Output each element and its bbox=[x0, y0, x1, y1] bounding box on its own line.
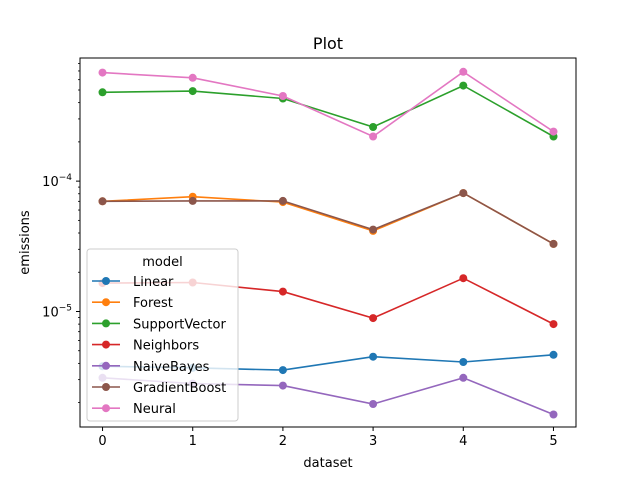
legend-label-neighbors: Neighbors bbox=[133, 339, 199, 354]
data-point-neural-4 bbox=[459, 67, 468, 76]
data-point-neural-0 bbox=[98, 68, 107, 77]
data-point-naivebayes-4 bbox=[459, 373, 468, 382]
x-tick-label: 2 bbox=[279, 434, 287, 449]
legend-item-gradientboost: GradientBoost bbox=[92, 381, 226, 396]
data-point-neural-5 bbox=[549, 127, 558, 136]
axis-ticks: 0 1 2 3 4 5 10−5 10−4 bbox=[42, 62, 558, 449]
data-point-naivebayes-2 bbox=[278, 381, 287, 390]
data-point-supportvector-3 bbox=[369, 123, 378, 131]
data-point-neural-3 bbox=[369, 132, 378, 141]
data-point-supportvector-1 bbox=[188, 87, 197, 96]
legend-swatch-marker bbox=[102, 298, 110, 307]
y-tick-label: 10−5 bbox=[42, 303, 72, 320]
legend-label-gradientboost: GradientBoost bbox=[133, 381, 226, 396]
legend-label-supportvector: SupportVector bbox=[133, 317, 226, 332]
y-axis-label: emissions bbox=[18, 210, 33, 275]
x-tick-label: 3 bbox=[369, 434, 377, 449]
legend-swatch-marker bbox=[102, 383, 110, 391]
legend-item-naivebayes: NaiveBayes bbox=[92, 360, 210, 375]
data-point-gradientboost-2 bbox=[278, 196, 287, 205]
x-tick-label: 1 bbox=[189, 434, 197, 449]
legend-item-neural: Neural bbox=[92, 402, 176, 417]
legend: model Linear Forest SupportVector Neighbors N… bbox=[86, 248, 239, 422]
legend-swatch-marker bbox=[102, 361, 110, 370]
legend-item-forest: Forest bbox=[92, 296, 173, 311]
data-point-neighbors-3 bbox=[369, 314, 378, 323]
data-point-gradientboost-0 bbox=[98, 197, 107, 206]
chart-title: Plot bbox=[313, 34, 343, 53]
legend-item-linear: Linear bbox=[92, 275, 174, 290]
legend-label-neural: Neural bbox=[133, 402, 176, 417]
legend-swatch-marker bbox=[102, 319, 110, 328]
data-point-supportvector-0 bbox=[98, 88, 107, 97]
data-point-neighbors-5 bbox=[549, 320, 558, 329]
legend-item-supportvector: SupportVector bbox=[92, 317, 226, 332]
data-point-supportvector-4 bbox=[459, 81, 468, 90]
data-point-gradientboost-1 bbox=[188, 196, 197, 205]
legend-box bbox=[86, 248, 239, 422]
data-point-linear-5 bbox=[549, 350, 558, 359]
legend-swatch-marker bbox=[102, 277, 110, 285]
legend-item-neighbors: Neighbors bbox=[92, 339, 199, 354]
data-point-gradientboost-4 bbox=[459, 189, 468, 198]
y-tick-label: 10−4 bbox=[42, 173, 72, 190]
x-tick-label: 0 bbox=[98, 434, 106, 449]
series-line-neural bbox=[102, 70, 554, 138]
data-point-neural-2 bbox=[278, 92, 287, 100]
series-gradientboost bbox=[98, 189, 558, 248]
data-point-linear-3 bbox=[369, 352, 378, 361]
legend-swatch-marker bbox=[102, 404, 110, 413]
series-line-gradientboost bbox=[102, 192, 554, 245]
data-point-naivebayes-5 bbox=[549, 410, 558, 419]
axes-frame bbox=[79, 57, 577, 428]
legend-label-naivebayes: NaiveBayes bbox=[133, 360, 210, 375]
data-point-neural-1 bbox=[188, 73, 197, 82]
data-point-gradientboost-3 bbox=[369, 225, 378, 234]
legend-label-forest: Forest bbox=[133, 296, 173, 311]
x-axis-label: dataset bbox=[303, 456, 352, 471]
data-point-linear-2 bbox=[278, 366, 287, 375]
data-point-linear-4 bbox=[459, 358, 468, 366]
data-point-gradientboost-5 bbox=[549, 239, 558, 248]
x-tick-label: 5 bbox=[549, 434, 557, 449]
data-point-naivebayes-3 bbox=[369, 400, 378, 408]
series-line-supportvector bbox=[102, 84, 554, 138]
legend-title: model bbox=[142, 255, 182, 270]
x-tick-label: 4 bbox=[459, 434, 467, 449]
legend-label-linear: Linear bbox=[133, 275, 174, 290]
legend-swatch-marker bbox=[102, 340, 110, 349]
data-point-neighbors-4 bbox=[459, 274, 468, 283]
data-point-neighbors-2 bbox=[278, 287, 287, 296]
series-neural bbox=[98, 67, 558, 141]
